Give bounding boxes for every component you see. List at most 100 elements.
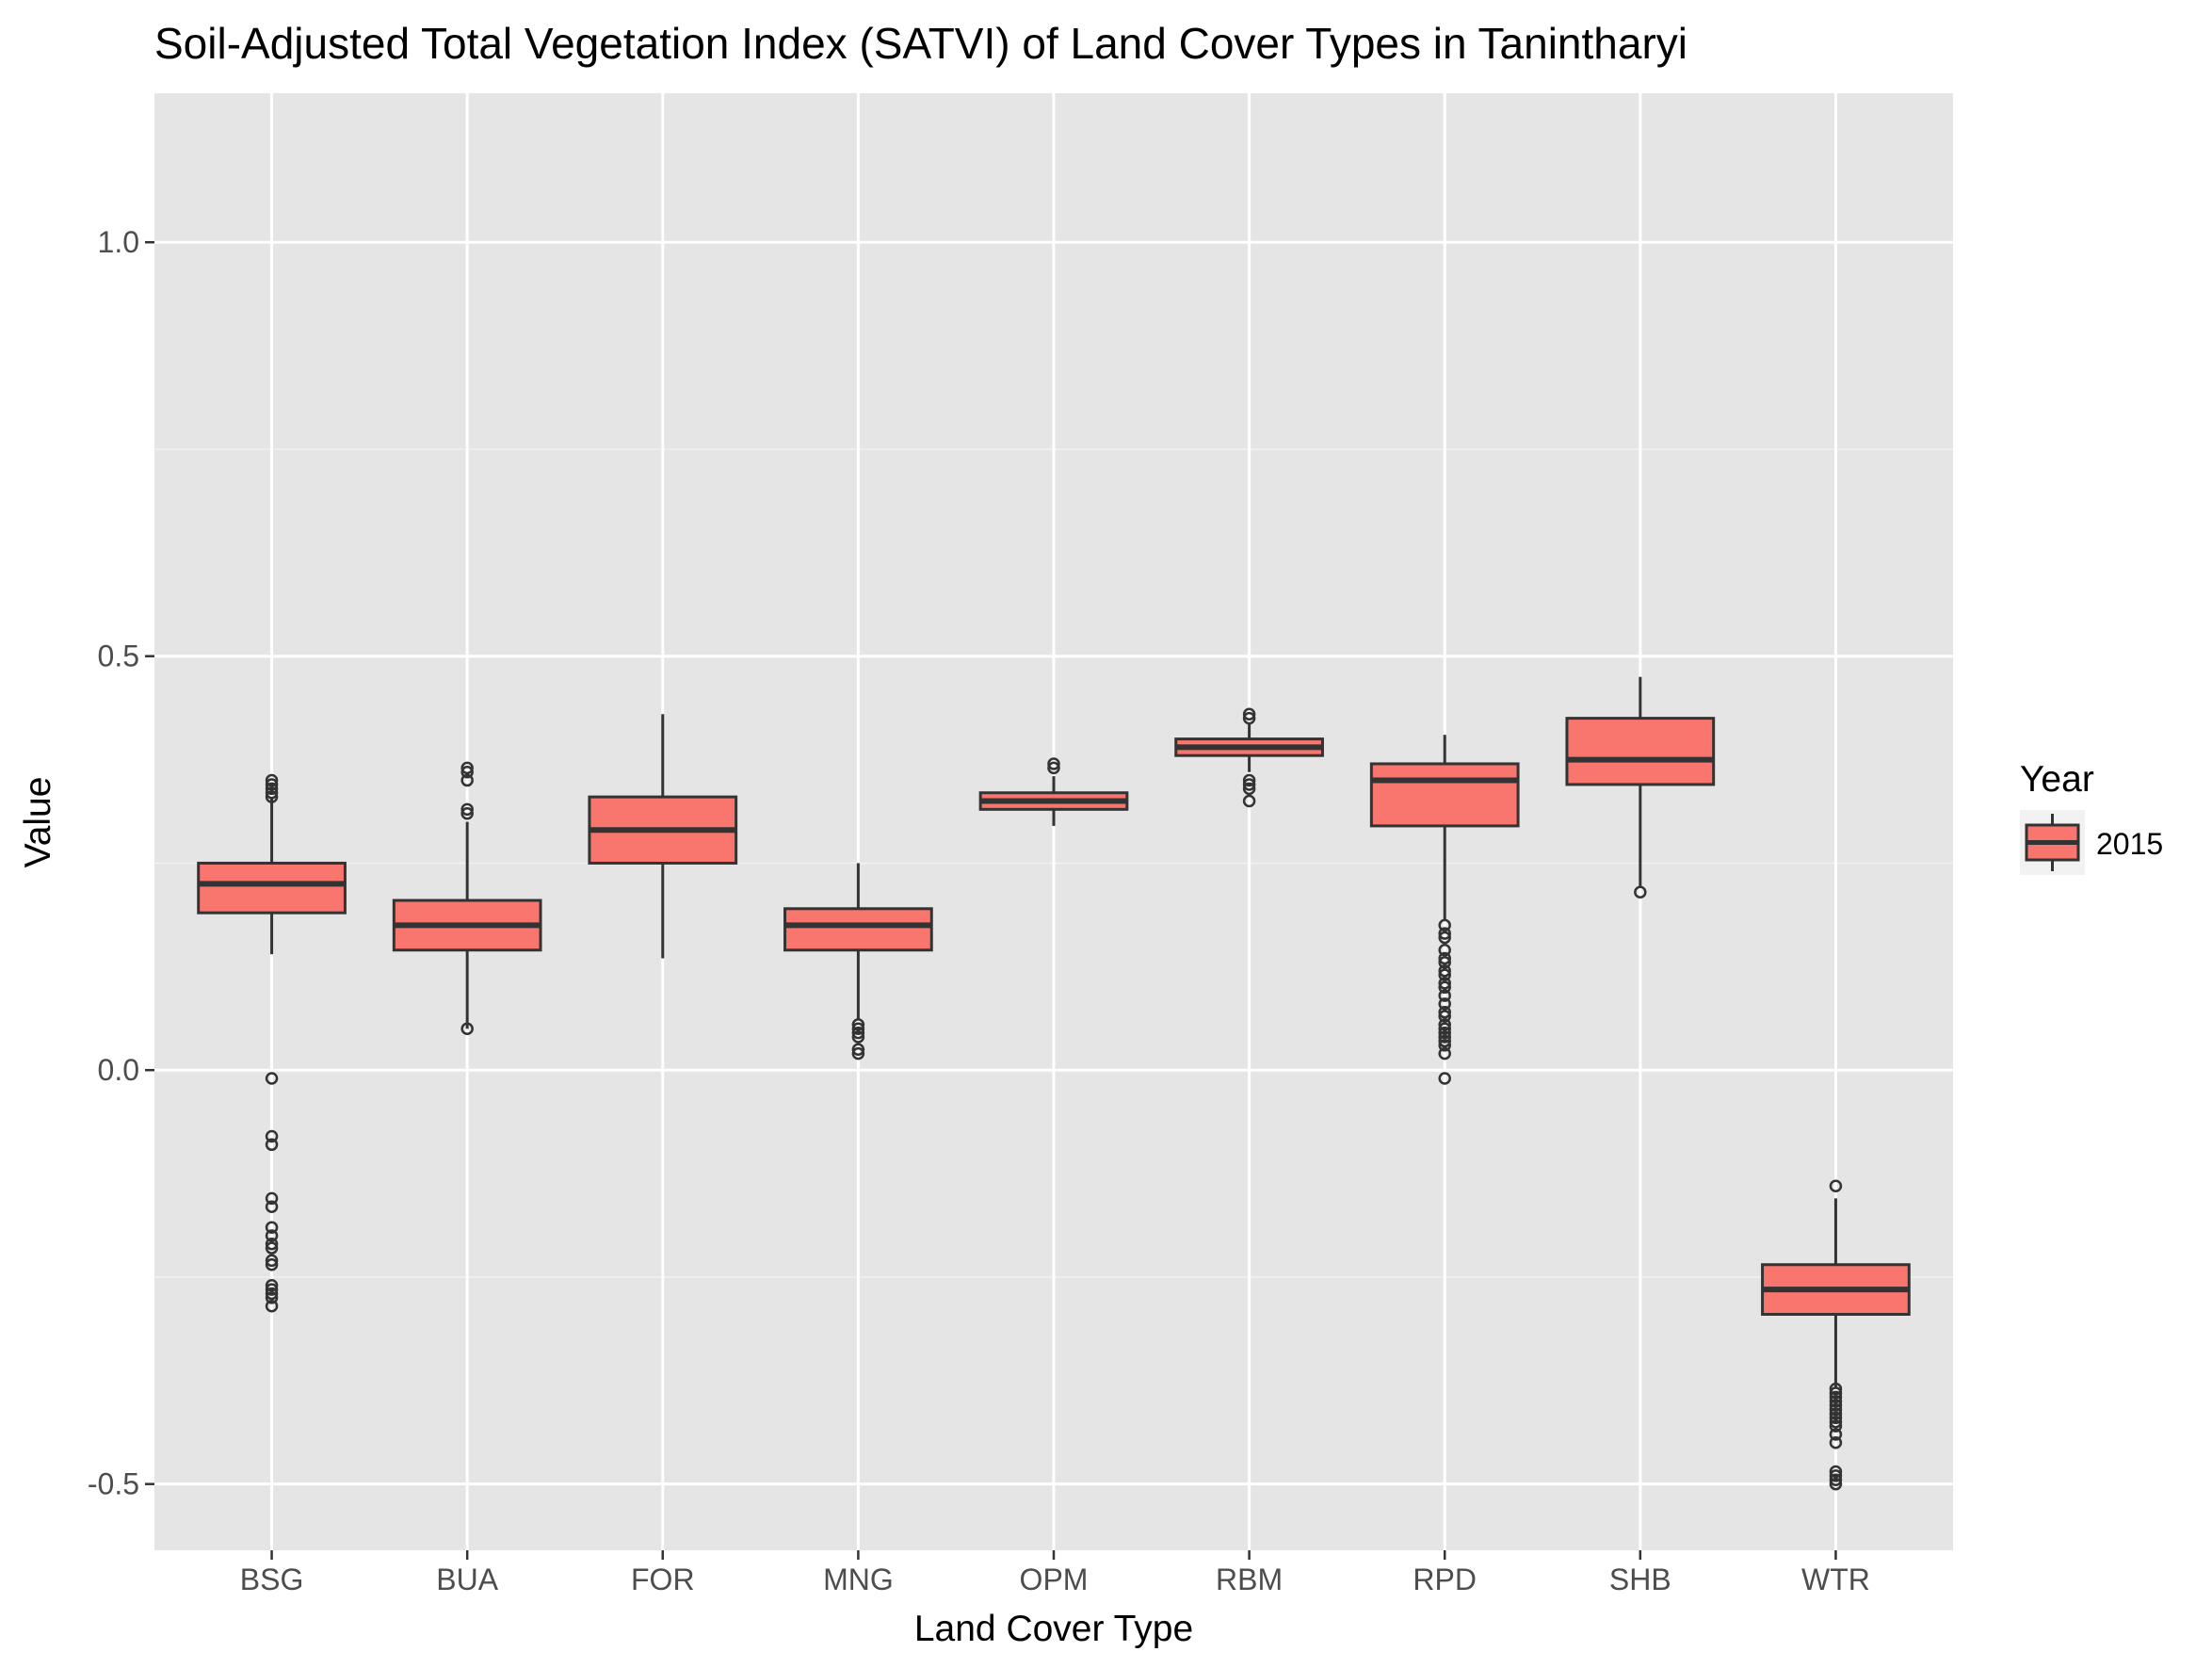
legend-entry-2015: 2015: [2096, 827, 2163, 861]
outlier-point: [265, 1278, 279, 1292]
outlier-point: [460, 761, 474, 775]
outlier-point: [1829, 1477, 1843, 1491]
box-wtr: [1761, 1179, 1911, 1491]
outlier-point: [1829, 1473, 1843, 1487]
outlier-point: [1829, 1435, 1843, 1449]
outlier-point: [1829, 1419, 1843, 1433]
outlier-point: [1438, 956, 1451, 969]
outlier-point: [265, 1291, 279, 1304]
outlier-point: [265, 778, 279, 791]
outlier-point: [851, 1046, 865, 1061]
outlier-point: [265, 1254, 279, 1268]
boxes-layer: [197, 676, 1911, 1491]
outlier-point: [1634, 885, 1647, 899]
outlier-point: [265, 785, 279, 800]
y-tick-label: 0.0: [98, 1053, 139, 1087]
outlier-point: [1438, 1010, 1451, 1023]
outlier-point: [265, 1138, 279, 1152]
outlier-point: [851, 1030, 865, 1044]
box-iqr: [1565, 717, 1716, 786]
box-iqr: [197, 861, 347, 915]
outlier-point: [265, 1258, 279, 1271]
outlier-point: [1829, 1428, 1843, 1441]
outlier-point: [1829, 1386, 1843, 1400]
x-axis-title: Land Cover Type: [914, 1609, 1193, 1649]
outlier-point: [1242, 711, 1256, 725]
outlier-point: [265, 1200, 279, 1213]
y-tick-label: 0.5: [98, 640, 139, 673]
y-tick-label: 1.0: [98, 225, 139, 259]
outlier-point: [851, 1043, 865, 1056]
outlier-point: [1438, 1039, 1451, 1052]
outlier-point: [1829, 1469, 1843, 1482]
box-mng: [783, 863, 933, 1061]
y-tick-label: -0.5: [88, 1467, 139, 1501]
outlier-point: [1438, 997, 1451, 1011]
box-opm: [978, 757, 1129, 826]
y-axis: -0.5 0.0 0.5 1.0: [88, 225, 154, 1501]
outlier-point: [460, 1022, 474, 1035]
outlier-point: [1438, 1022, 1451, 1035]
box-shb: [1565, 676, 1716, 899]
outlier-point: [1829, 1416, 1843, 1429]
x-tick-label-opm: OPM: [1020, 1563, 1089, 1596]
outlier-point: [265, 1238, 279, 1251]
outlier-point: [1438, 980, 1451, 995]
outlier-point: [1829, 1390, 1843, 1404]
outlier-point: [1242, 778, 1256, 791]
outlier-point: [265, 1221, 279, 1234]
outlier-point: [1438, 977, 1451, 990]
outlier-point: [1829, 1382, 1843, 1396]
x-tick-label-wtr: WTR: [1801, 1563, 1870, 1596]
outlier-point: [1829, 1465, 1843, 1479]
outlier-point: [851, 1026, 865, 1040]
outlier-point: [265, 1241, 279, 1255]
outlier-point: [1438, 1034, 1451, 1048]
x-tick-label-rbm: RBM: [1216, 1563, 1283, 1596]
outlier-point: [1438, 1005, 1451, 1019]
box-for: [588, 714, 738, 959]
outlier-point: [1438, 943, 1451, 957]
outlier-point: [265, 773, 279, 787]
outlier-point: [851, 1022, 865, 1035]
outlier-point: [265, 782, 279, 796]
outlier-point: [265, 1299, 279, 1313]
legend: Year 2015: [2020, 759, 2163, 875]
x-tick-label-mng: MNG: [823, 1563, 894, 1596]
outlier-point: [1438, 1018, 1451, 1031]
outlier-point: [460, 773, 474, 787]
outlier-point: [265, 1283, 279, 1296]
outlier-point: [1047, 757, 1060, 770]
outlier-point: [1047, 761, 1060, 775]
outlier-point: [1242, 794, 1256, 808]
x-tick-label-shb: SHB: [1609, 1563, 1671, 1596]
outlier-point: [1438, 1072, 1451, 1085]
x-tick-label-bua: BUA: [436, 1563, 498, 1596]
outlier-point: [1242, 782, 1256, 796]
outlier-point: [1438, 951, 1451, 965]
box-iqr: [783, 907, 933, 952]
outlier-point: [460, 806, 474, 820]
outlier-point: [1438, 1026, 1451, 1040]
outlier-point: [1829, 1179, 1843, 1192]
outlier-point: [1438, 918, 1451, 932]
outlier-point: [1438, 968, 1451, 981]
outlier-point: [1829, 1402, 1843, 1417]
outlier-point: [265, 790, 279, 803]
x-axis: BSG BUA FOR MNG OPM RBM RPD SHB WTR: [240, 1550, 1870, 1596]
legend-title: Year: [2020, 759, 2094, 800]
outlier-point: [265, 1229, 279, 1242]
outlier-point: [1438, 1030, 1451, 1044]
x-tick-label-rpd: RPD: [1413, 1563, 1477, 1596]
outlier-point: [1829, 1399, 1843, 1412]
outlier-point: [265, 1072, 279, 1085]
box-iqr: [1369, 762, 1520, 828]
outlier-point: [1438, 964, 1451, 978]
y-axis-title: Value: [18, 777, 58, 868]
box-bua: [392, 761, 542, 1035]
x-tick-label-bsg: BSG: [240, 1563, 304, 1596]
outlier-point: [1242, 707, 1256, 721]
box-rbm: [1174, 707, 1324, 808]
box-rpd: [1369, 735, 1520, 1085]
